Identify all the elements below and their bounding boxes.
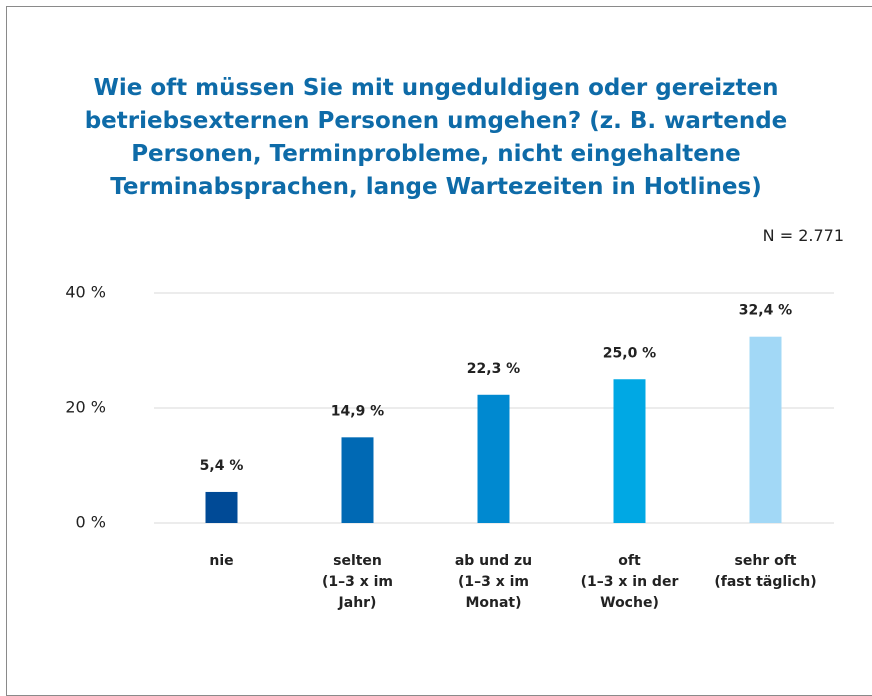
y-tick-label: 0 % <box>76 513 106 532</box>
y-tick-label: 20 % <box>65 398 106 417</box>
x-tick-label: selten (1–3 x im Jahr) <box>321 553 394 611</box>
chart-title: Wie oft müssen Sie mit ungeduldigen oder… <box>84 75 788 200</box>
x-tick-label: nie <box>209 553 234 569</box>
bar <box>341 437 374 523</box>
x-tick-label: ab und zu (1–3 x im Monat) <box>454 553 533 611</box>
sample-size: N = 2.771 <box>762 226 844 245</box>
bar <box>613 379 646 523</box>
value-label: 22,3 % <box>467 361 520 377</box>
bar <box>205 491 238 523</box>
x-tick-label: oft (1–3 x in der Woche) <box>580 553 679 611</box>
value-label: 5,4 % <box>200 458 244 474</box>
chart: 0 % 20 % 40 % 5,4 % 14,9 % 22,3 % 25,0 % 32,4 % <box>65 283 834 532</box>
value-label: 14,9 % <box>331 403 384 419</box>
bar <box>477 394 510 523</box>
y-tick-label: 40 % <box>65 283 106 302</box>
page: Wie oft müssen Sie mit ungeduldigen oder… <box>6 6 872 696</box>
value-label: 25,0 % <box>603 345 656 361</box>
bar <box>749 336 782 523</box>
x-tick-label: sehr oft (fast täglich) <box>714 553 817 590</box>
value-label: 32,4 % <box>739 303 792 319</box>
